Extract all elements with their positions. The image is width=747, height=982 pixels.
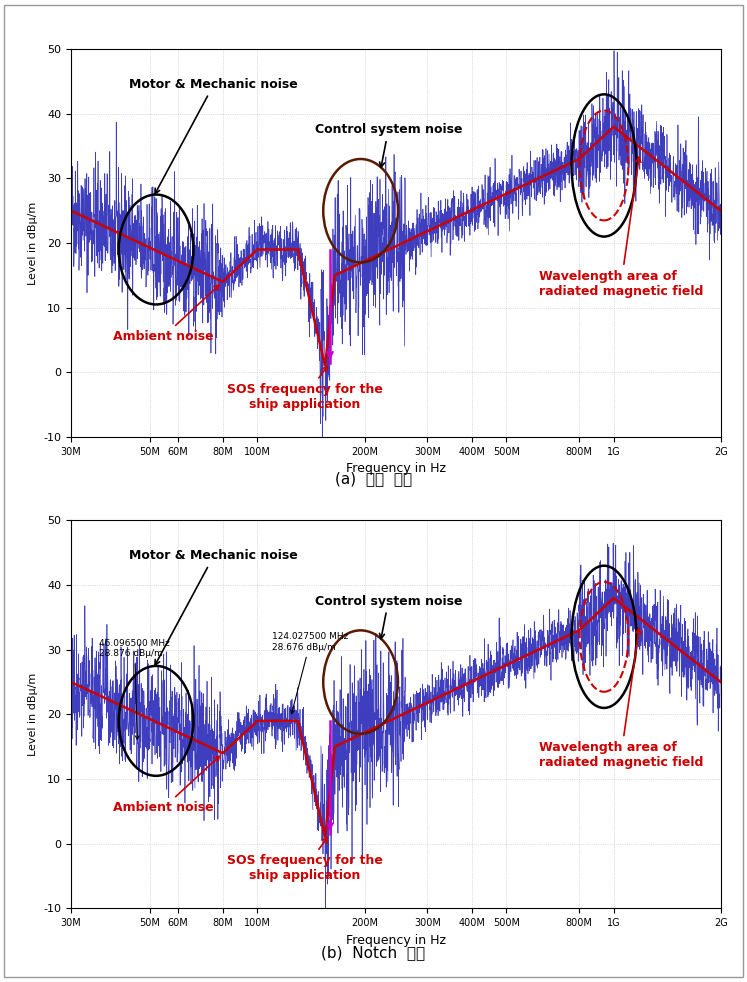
Text: Motor & Mechanic noise: Motor & Mechanic noise bbox=[129, 549, 298, 665]
Text: (b)  Notch  모델: (b) Notch 모델 bbox=[321, 945, 426, 960]
Text: (a)  초기  모델: (a) 초기 모델 bbox=[335, 470, 412, 486]
Text: SOS frequency for the
ship application: SOS frequency for the ship application bbox=[227, 366, 383, 410]
Text: Wavelength area of
radiated magnetic field: Wavelength area of radiated magnetic fie… bbox=[539, 628, 703, 769]
Text: Control system noise: Control system noise bbox=[314, 594, 462, 638]
X-axis label: Frequency in Hz: Frequency in Hz bbox=[346, 934, 446, 947]
Text: Wavelength area of
radiated magnetic field: Wavelength area of radiated magnetic fie… bbox=[539, 157, 703, 298]
Text: Motor & Mechanic noise: Motor & Mechanic noise bbox=[129, 78, 298, 193]
Text: Ambient noise: Ambient noise bbox=[114, 285, 220, 343]
Text: SOS frequency for the
ship application: SOS frequency for the ship application bbox=[227, 838, 383, 882]
Y-axis label: Level in dBμ/m: Level in dBμ/m bbox=[28, 201, 37, 285]
Text: 46.096500 MHz
28.876 dBμ/m: 46.096500 MHz 28.876 dBμ/m bbox=[99, 639, 170, 739]
Text: Control system noise: Control system noise bbox=[314, 123, 462, 167]
X-axis label: Frequency in Hz: Frequency in Hz bbox=[346, 463, 446, 475]
Text: Ambient noise: Ambient noise bbox=[114, 756, 220, 814]
Text: 124.027500 MHz
28.676 dBμ/m: 124.027500 MHz 28.676 dBμ/m bbox=[272, 632, 348, 714]
Y-axis label: Level in dBμ/m: Level in dBμ/m bbox=[28, 673, 37, 756]
